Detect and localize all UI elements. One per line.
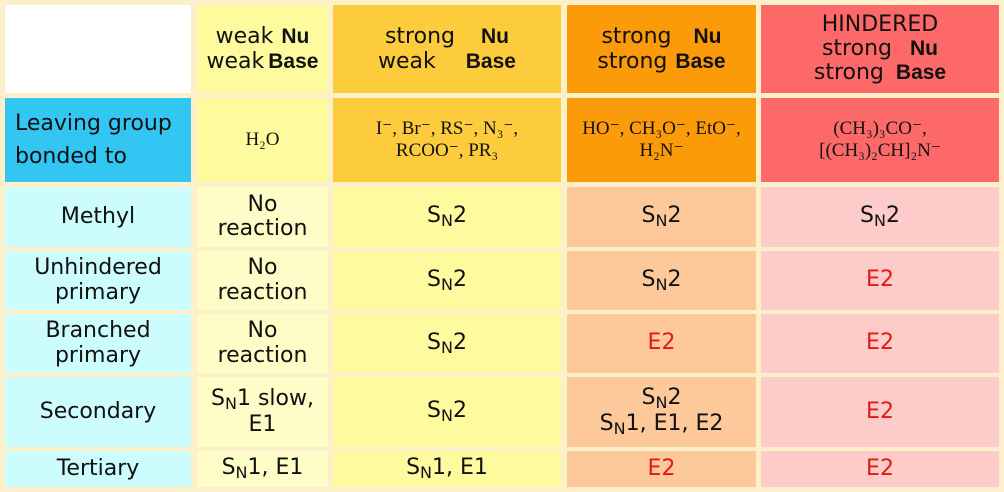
table-cell: SN1, E1	[197, 451, 328, 487]
header-col3-line1-bold: Nu	[693, 24, 722, 48]
header-col4-line2-word: strong	[813, 60, 884, 86]
table-cell: No reaction	[197, 187, 328, 247]
header-col4-title: HINDERED	[821, 11, 939, 37]
nucleophile-col3: HO⁻, CH₃O⁻, EtO⁻, H₂N⁻	[567, 98, 756, 182]
row-label: Unhindered primary	[5, 251, 191, 310]
header-col3-line1-word: strong	[601, 23, 672, 49]
header-col3-line2-bold: Base	[675, 50, 726, 73]
nucleophile-col3-line2: H₂N⁻	[639, 140, 684, 161]
nucleophile-col4-line2: [(CH₃)₂CH]₂N⁻	[819, 140, 941, 161]
table-cell: E2	[761, 314, 999, 373]
header-col4-line2-bold: Base	[895, 61, 947, 85]
corner-cell	[5, 5, 191, 93]
table-cell: SN2 SN1, E1, E2	[567, 377, 756, 447]
table-cell: SN2	[567, 251, 756, 310]
row-label: Methyl	[5, 187, 191, 247]
header-col2-line1-bold: Nu	[481, 24, 509, 48]
table-cell: SN2	[567, 187, 756, 247]
table-cell: E2	[761, 377, 999, 447]
header-col2-line1-word: strong	[384, 23, 455, 49]
header-col4-line1-bold: Nu	[910, 36, 938, 60]
leaving-group-label: Leaving group bonded to	[5, 98, 191, 182]
header-col2-line2-bold: Base	[465, 50, 516, 73]
nucleophile-col4-line1: (CH₃)₃CO⁻,	[833, 118, 927, 140]
header-strong-nu-weak-base: strong Nu weak Base	[333, 5, 561, 93]
header-weak-nu-weak-base: weak Nu weak Base	[197, 5, 328, 93]
table-cell: E2	[761, 251, 999, 310]
header-col2-line2-word: weak	[378, 49, 436, 74]
table-cell: No reaction	[197, 251, 328, 310]
table-cell: SN2	[333, 314, 561, 373]
nucleophile-col4: (CH₃)₃CO⁻, [(CH₃)₂CH]₂N⁻	[761, 98, 999, 182]
nucleophile-col2: I⁻, Br⁻, RS⁻, N₃⁻, RCOO⁻, PR₃	[333, 98, 561, 182]
table-cell: SN1, E1	[333, 451, 561, 487]
header-col1-line1-bold: Nu	[281, 24, 310, 48]
header-strong-nu-strong-base: strong Nu strong Base	[567, 5, 756, 93]
nucleophile-col2-line2: RCOO⁻, PR₃	[395, 140, 499, 161]
table-cell: SN2	[333, 187, 561, 247]
row-label: Tertiary	[5, 451, 191, 487]
table-cell: SN2	[761, 187, 999, 247]
nucleophile-col1-text: H₂O	[245, 129, 280, 151]
nucleophile-col1: H₂O	[197, 98, 328, 182]
table-cell: E2	[567, 314, 756, 373]
table-cell: SN2	[333, 377, 561, 447]
row-label: Secondary	[5, 377, 191, 447]
header-col4-line1-word: strong	[821, 35, 892, 61]
table-cell: E2	[567, 451, 756, 487]
table-cell: E2	[761, 451, 999, 487]
header-col1-line2-bold: Base	[268, 50, 319, 73]
table-cell: No reaction	[197, 314, 328, 373]
header-col3-line2-word: strong	[597, 49, 668, 74]
table-cell: SN1 slow, E1	[197, 377, 328, 447]
row-label: Branched primary	[5, 314, 191, 373]
nucleophile-col2-line1: I⁻, Br⁻, RS⁻, N₃⁻,	[375, 118, 519, 140]
nucleophile-col3-line1: HO⁻, CH₃O⁻, EtO⁻,	[582, 118, 741, 140]
header-col1-line1-word: weak	[215, 23, 274, 49]
header-hindered-strong-nu-strong-base: HINDERED strong Nu strong Base	[761, 5, 999, 93]
table-cell: SN2	[333, 251, 561, 310]
header-col1-line2-word: weak	[206, 49, 265, 74]
